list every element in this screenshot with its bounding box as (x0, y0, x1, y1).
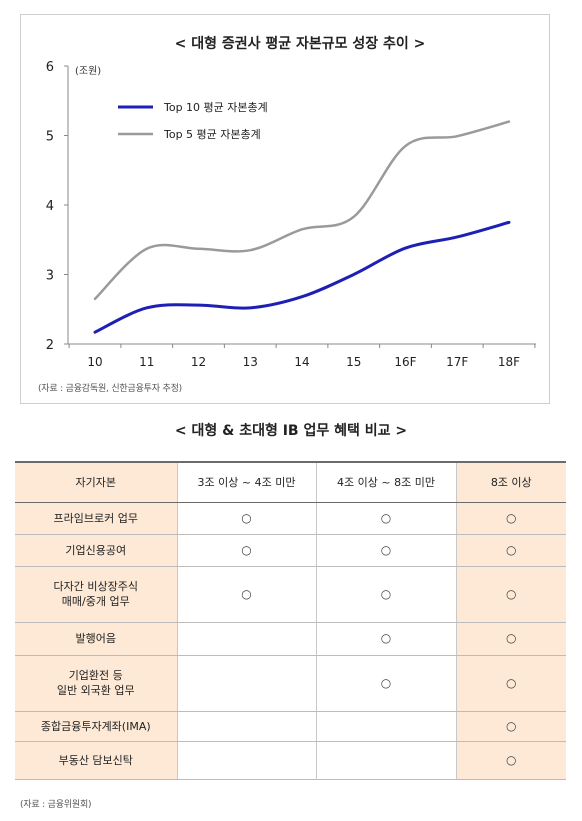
x-tick-label: 12 (191, 355, 206, 369)
circle-mark-icon: ○ (241, 586, 252, 601)
circle-mark-icon: ○ (380, 631, 392, 645)
y-tick-label: 4 (46, 199, 54, 214)
column-header: 자기자본 (15, 461, 177, 503)
table-header-row: 자기자본 3조 이상 ~ 4조 미만 4조 이상 ~ 8조 미만 8조 이상 (15, 461, 566, 503)
table-cell (315, 711, 456, 742)
x-tick-label: 15 (346, 355, 361, 369)
table-cell: ○ (315, 502, 456, 535)
y-tick-label: 5 (46, 130, 54, 145)
circle-mark-icon: ○ (506, 510, 517, 525)
table-cell (176, 655, 316, 712)
y-tick-label: 6 (46, 60, 54, 75)
legend-label-1: Top 10 평균 자본총계 (163, 101, 268, 114)
chart-unit: (조원) (75, 65, 101, 77)
table-title: < 대형 & 초대형 IB 업무 혜택 비교 > (174, 423, 408, 439)
table-cell: ○ (176, 566, 316, 623)
circle-mark-icon: ○ (506, 752, 517, 767)
row-label-line: 프라임브로커 업무 (53, 511, 138, 525)
row-label-line: 기업신용공여 (65, 543, 127, 557)
row-label: 프라임브로커 업무 (15, 502, 177, 535)
column-header: 3조 이상 ~ 4조 미만 (176, 461, 316, 503)
circle-mark-icon: ○ (241, 510, 252, 525)
circle-mark-icon: ○ (506, 675, 517, 690)
circle-mark-icon: ○ (380, 586, 392, 601)
series-line-2 (93, 120, 511, 301)
circle-mark-icon: ○ (506, 631, 517, 645)
row-label: 기업신용공여 (15, 534, 177, 567)
table-cell: ○ (455, 622, 566, 656)
circle-mark-icon: ○ (506, 586, 517, 601)
table-cell: ○ (455, 534, 566, 567)
table-cell: ○ (315, 566, 456, 623)
y-tick-label: 3 (46, 269, 54, 284)
circle-mark-icon: ○ (380, 542, 392, 557)
row-label: 부동산 담보신탁 (15, 741, 177, 780)
circle-mark-icon: ○ (506, 542, 517, 557)
x-tick-label: 16F (394, 355, 416, 369)
table-row: 기업신용공여 ○ ○ ○ (15, 534, 566, 567)
line-chart: < 대형 증권사 평균 자본규모 성장 추이 > (조원) 2 3 4 5 6 10 11 12 1… (20, 14, 550, 404)
table-cell: ○ (315, 534, 456, 567)
circle-mark-icon: ○ (506, 718, 517, 733)
column-header: 8조 이상 (455, 461, 566, 503)
chart-title: < 대형 증권사 평균 자본규모 성장 추이 > (175, 35, 426, 52)
table-cell: ○ (455, 655, 566, 712)
row-label-line: 다자간 비상장주식 (53, 580, 138, 593)
table-cell: ○ (455, 566, 566, 623)
row-label-line: 일반 외국환 업무 (56, 684, 135, 697)
x-tick-label: 10 (87, 355, 102, 369)
chart-panel: < 대형 증권사 평균 자본규모 성장 추이 > (조원) 2 3 4 5 6 10 11 12 1… (20, 14, 550, 404)
row-label-line: 매매/중개 업무 (61, 595, 130, 608)
column-header: 4조 이상 ~ 8조 미만 (315, 461, 456, 503)
table-cell (315, 741, 456, 780)
chart-border (20, 14, 550, 404)
table-cell (176, 741, 316, 780)
table-cell: ○ (455, 502, 566, 535)
row-label-line: 종합금융투자계좌(IMA) (40, 719, 151, 733)
table-source: (자료 : 금융위원회) (20, 800, 92, 810)
circle-mark-icon: ○ (241, 542, 252, 557)
x-tick-label: 14 (294, 355, 309, 369)
table-cell: ○ (315, 655, 456, 712)
row-label: 종합금융투자계좌(IMA) (15, 711, 177, 742)
table-cell (176, 711, 316, 742)
x-tick-label: 17F (446, 355, 468, 369)
table-cell: ○ (455, 711, 566, 742)
legend-label-2: Top 5 평균 자본총계 (163, 128, 261, 141)
row-label-line: 기업환전 등 (68, 669, 123, 682)
table-row: 부동산 담보신탁 ○ (15, 741, 566, 780)
x-tick-label: 13 (243, 355, 258, 369)
x-tick-label: 11 (139, 355, 154, 369)
table-cell: ○ (176, 502, 316, 535)
table-row: 종합금융투자계좌(IMA) ○ (15, 711, 566, 742)
row-label-line: 부동산 담보신탁 (58, 753, 133, 767)
table-cell: ○ (315, 622, 456, 656)
row-label: 발행어음 (15, 622, 177, 656)
series-line-1 (93, 220, 511, 334)
y-tick-label: 2 (46, 338, 54, 353)
circle-mark-icon: ○ (380, 675, 392, 690)
table-cell (176, 622, 316, 656)
x-tick-label: 18F (498, 355, 520, 369)
table-row: 프라임브로커 업무 ○ ○ ○ (15, 502, 566, 535)
row-label-line: 발행어음 (75, 632, 116, 645)
table-cell: ○ (176, 534, 316, 567)
table-cell: ○ (455, 741, 566, 780)
table-row: 발행어음 ○ ○ (15, 622, 566, 656)
ib-benefit-table: 자기자본 3조 이상 ~ 4조 미만 4조 이상 ~ 8조 미만 8조 이상 프라임브로… (15, 461, 566, 780)
chart-source: (자료 : 금융감독원, 신한금융투자 추정) (38, 384, 182, 394)
circle-mark-icon: ○ (380, 510, 392, 525)
